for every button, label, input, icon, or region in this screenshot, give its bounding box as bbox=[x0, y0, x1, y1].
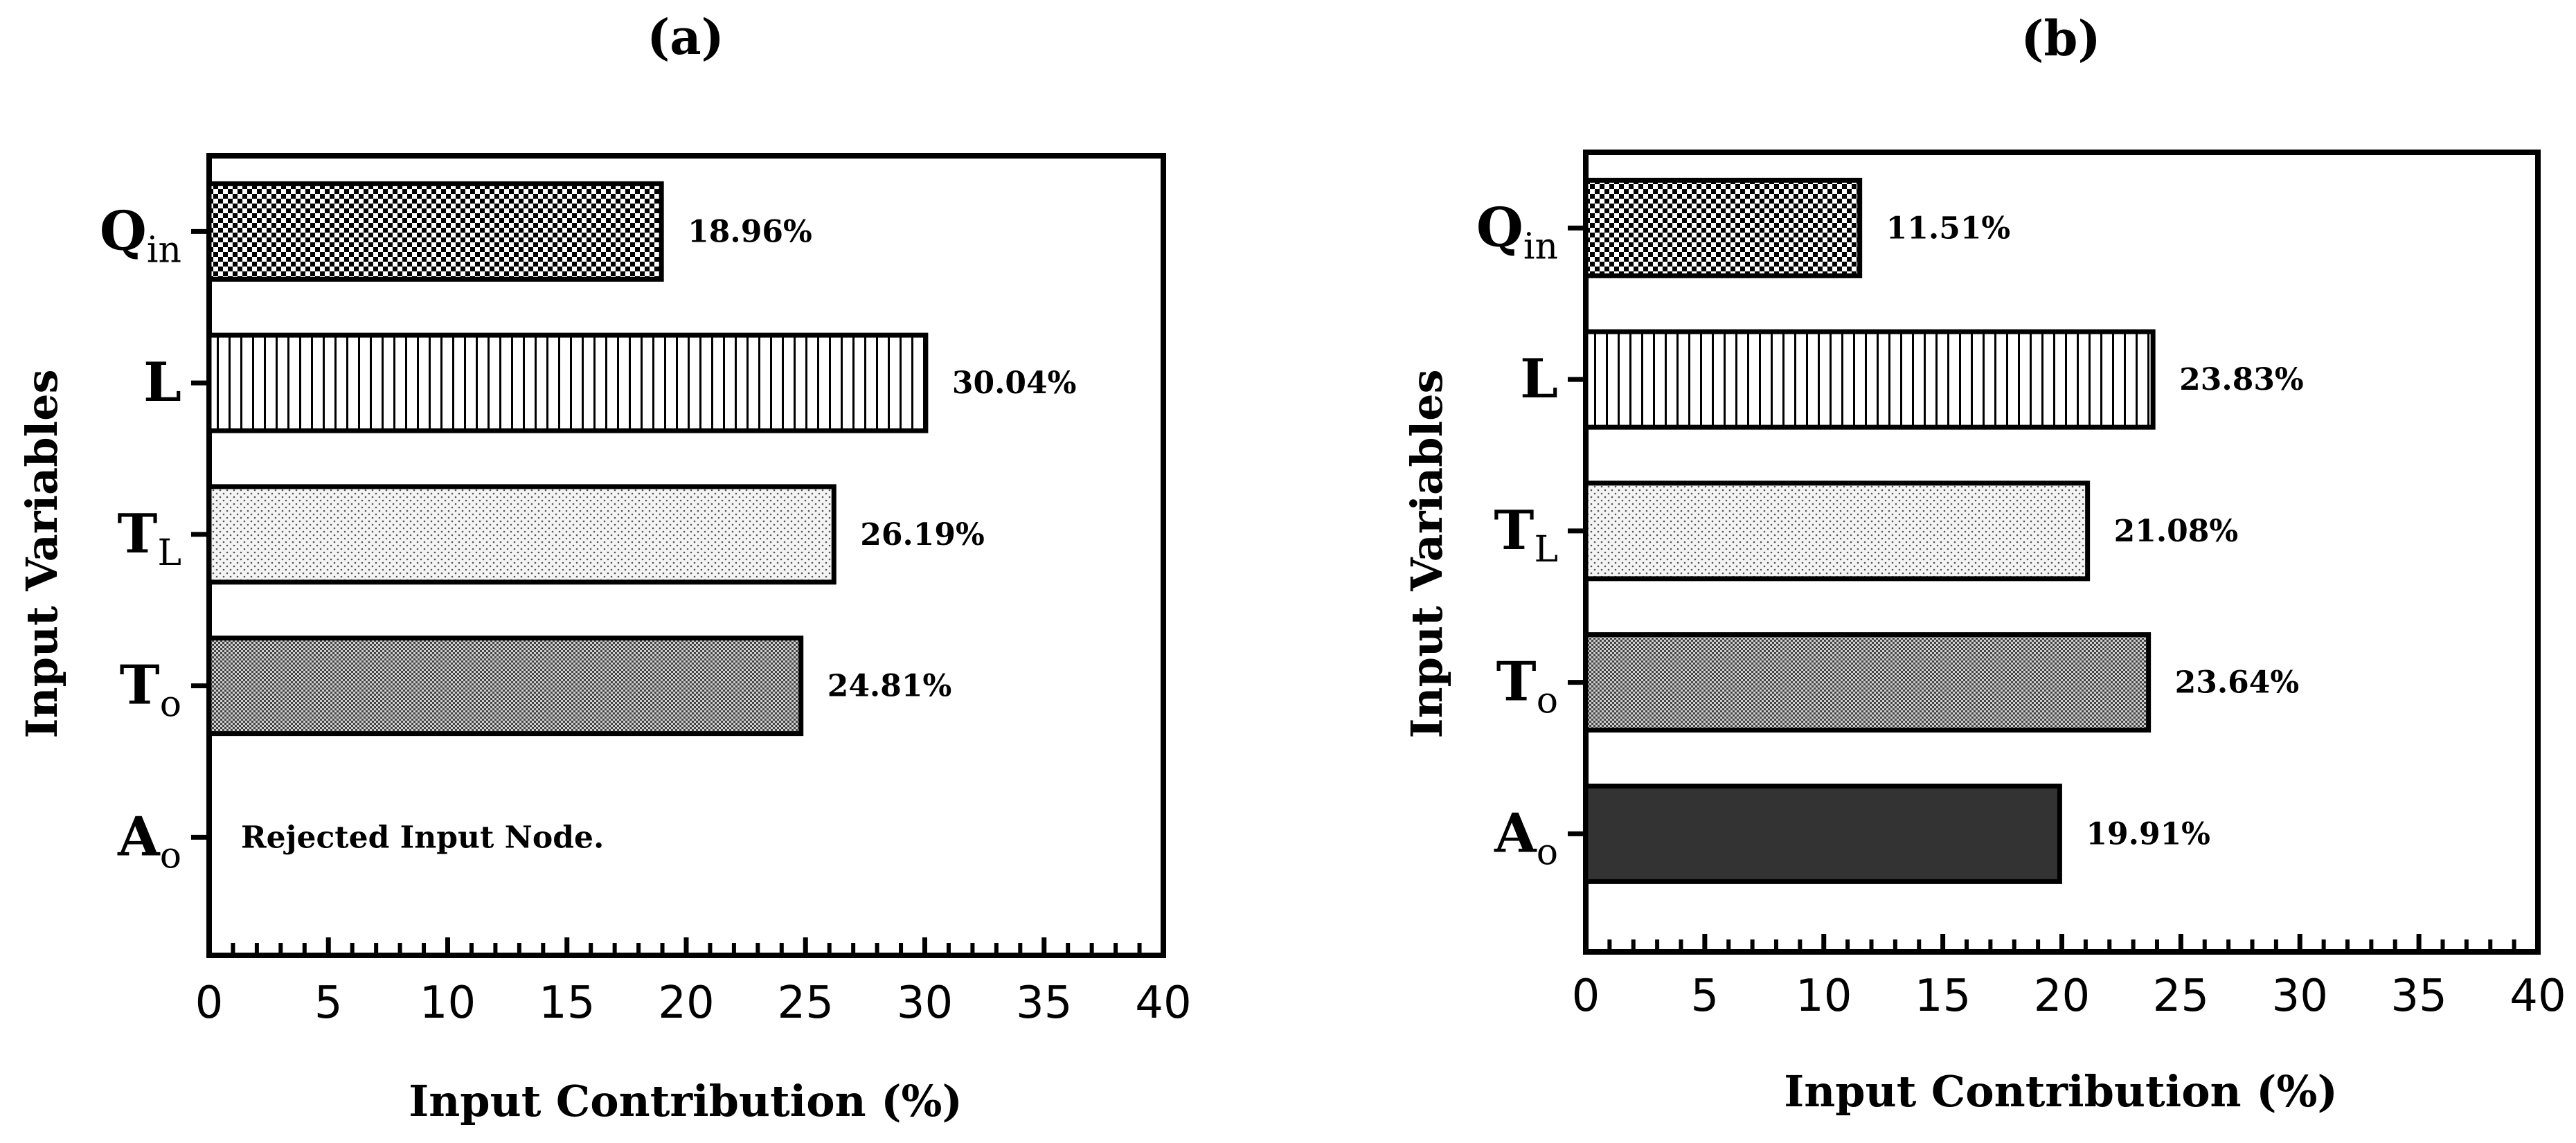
panel-a: (a) Input Variables Input Contribution (… bbox=[17, 8, 1192, 1126]
bar bbox=[1583, 177, 1863, 278]
x-axis-title: Input Contribution (%) bbox=[409, 1076, 963, 1126]
bar bbox=[206, 484, 837, 585]
x-tick-label: 20 bbox=[2034, 971, 2090, 1022]
x-axis-title: Input Contribution (%) bbox=[1784, 1066, 2338, 1117]
x-tick-label: 25 bbox=[2153, 971, 2209, 1022]
x-tick-label: 5 bbox=[1691, 971, 1719, 1022]
y-axis-title: Input Variables bbox=[17, 370, 67, 739]
bar-label: 26.19% bbox=[860, 517, 985, 552]
x-tick-label: 0 bbox=[195, 978, 224, 1029]
bar-label: 23.64% bbox=[2175, 665, 2300, 701]
bar-label: 19.91% bbox=[2086, 816, 2210, 852]
x-tick-label: 10 bbox=[1796, 971, 1852, 1022]
x-tick-label: 35 bbox=[1016, 978, 1072, 1029]
plot-area: 0 5 10 15 20 25 30 35 40 Qin 18.96% L 30.04% TL 26.19%… bbox=[100, 153, 1192, 1029]
category-label: To bbox=[120, 654, 181, 726]
category-label: TL bbox=[1494, 499, 1558, 570]
panel-title: (a) bbox=[647, 8, 724, 66]
bar bbox=[1583, 783, 2062, 884]
x-tick-label: 15 bbox=[1915, 971, 1971, 1022]
y-axis-title: Input Variables bbox=[1402, 370, 1452, 739]
x-tick-label: 25 bbox=[778, 978, 834, 1029]
rejected-note: Rejected Input Node. bbox=[241, 820, 604, 855]
bar-label: 21.08% bbox=[2114, 514, 2239, 549]
category-label: Ao bbox=[117, 805, 181, 876]
category-label: Qin bbox=[1476, 196, 1558, 267]
bar bbox=[1583, 632, 2152, 733]
category-label: Ao bbox=[1494, 802, 1558, 873]
category-label: L bbox=[1520, 348, 1558, 411]
category-label: TL bbox=[117, 503, 181, 574]
category-label: L bbox=[143, 351, 181, 414]
x-tick-label: 15 bbox=[539, 978, 595, 1029]
panel-b: (b) Input Variables Input Contribution (… bbox=[1402, 10, 2566, 1117]
plot-area: 0 5 10 15 20 25 30 35 40 Qin 11.51% L 23.83% TL 21.08%… bbox=[1476, 150, 2566, 1022]
x-tick-label: 40 bbox=[1135, 978, 1191, 1029]
bar-label: 24.81% bbox=[828, 669, 952, 704]
x-tick-label: 30 bbox=[897, 978, 953, 1029]
panel-title: (b) bbox=[2021, 10, 2100, 67]
bar bbox=[206, 332, 929, 433]
x-tick-label: 35 bbox=[2390, 971, 2447, 1022]
bar bbox=[206, 636, 804, 737]
x-tick-label: 40 bbox=[2510, 971, 2566, 1022]
bar-label: 11.51% bbox=[1886, 210, 2011, 246]
bar bbox=[206, 181, 664, 282]
x-tick-label: 10 bbox=[420, 978, 476, 1029]
x-tick-label: 5 bbox=[314, 978, 343, 1029]
bar-label: 18.96% bbox=[688, 214, 812, 249]
category-label: To bbox=[1496, 651, 1558, 722]
bar bbox=[1583, 329, 2156, 430]
x-tick-label: 30 bbox=[2272, 971, 2328, 1022]
x-tick-label: 20 bbox=[658, 978, 714, 1029]
category-label: Qin bbox=[100, 199, 181, 271]
x-tick-label: 0 bbox=[1572, 971, 1600, 1022]
bar-label: 23.83% bbox=[2179, 362, 2304, 397]
bar-label: 30.04% bbox=[952, 366, 1077, 401]
bar bbox=[1583, 480, 2091, 582]
